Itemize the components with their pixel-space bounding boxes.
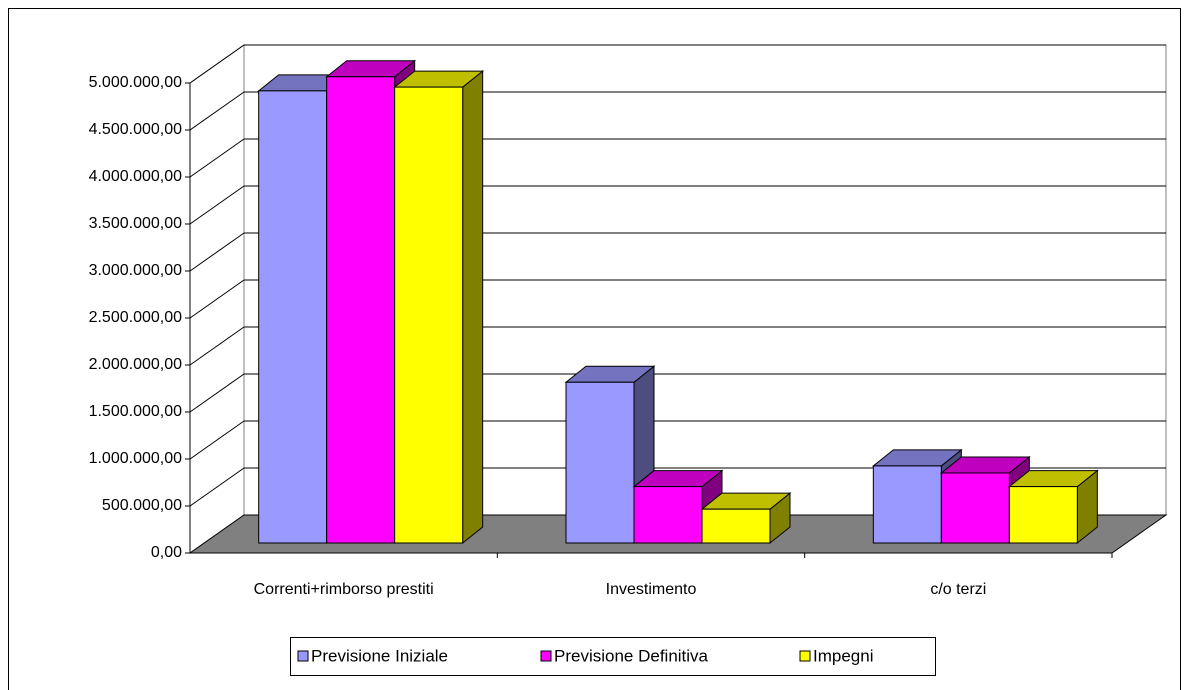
grid-line (189, 91, 245, 131)
grid-line (189, 138, 245, 178)
bar (565, 381, 635, 544)
legend-label: Previsione Definitiva (554, 646, 709, 665)
bar (1008, 486, 1078, 544)
y-tick-label: 3.500.000,00 (89, 215, 183, 232)
bar (872, 465, 942, 544)
bar-side (462, 70, 484, 545)
bar (701, 508, 771, 544)
bar (326, 76, 396, 544)
legend-label: Previsione Iniziale (311, 646, 448, 665)
grid-line (189, 44, 245, 84)
y-tick-label: 0,00 (151, 544, 182, 561)
y-tick-label: 5.000.000,00 (89, 74, 183, 91)
y-tick-label: 4.500.000,00 (89, 121, 183, 138)
legend-swatch (540, 650, 552, 662)
grid-line (189, 326, 245, 366)
y-tick-label: 3.000.000,00 (89, 262, 183, 279)
grid-line (189, 373, 245, 413)
bar (394, 86, 464, 544)
x-tick-label: c/o terzi (930, 581, 986, 598)
y-tick-label: 2.000.000,00 (89, 356, 183, 373)
bar (940, 472, 1010, 544)
y-tick-label: 4.000.000,00 (89, 168, 183, 185)
y-tick-label: 2.500.000,00 (89, 309, 183, 326)
bar (633, 486, 703, 544)
y-tick-label: 500.000,00 (102, 497, 182, 514)
legend-label: Impegni (813, 646, 873, 665)
grid-line (189, 420, 245, 460)
grid-line (189, 185, 245, 225)
legend-swatch (799, 650, 811, 662)
x-tick-label: Correnti+rimborso prestiti (254, 581, 434, 598)
bar (258, 90, 328, 544)
y-tick-label: 1.000.000,00 (89, 450, 183, 467)
legend-swatch (297, 650, 309, 662)
legend-box (290, 637, 936, 676)
grid-line (189, 279, 245, 319)
grid-line (189, 467, 245, 507)
y-tick-label: 1.500.000,00 (89, 403, 183, 420)
grid-line (189, 232, 245, 272)
x-tick-label: Investimento (606, 581, 697, 598)
